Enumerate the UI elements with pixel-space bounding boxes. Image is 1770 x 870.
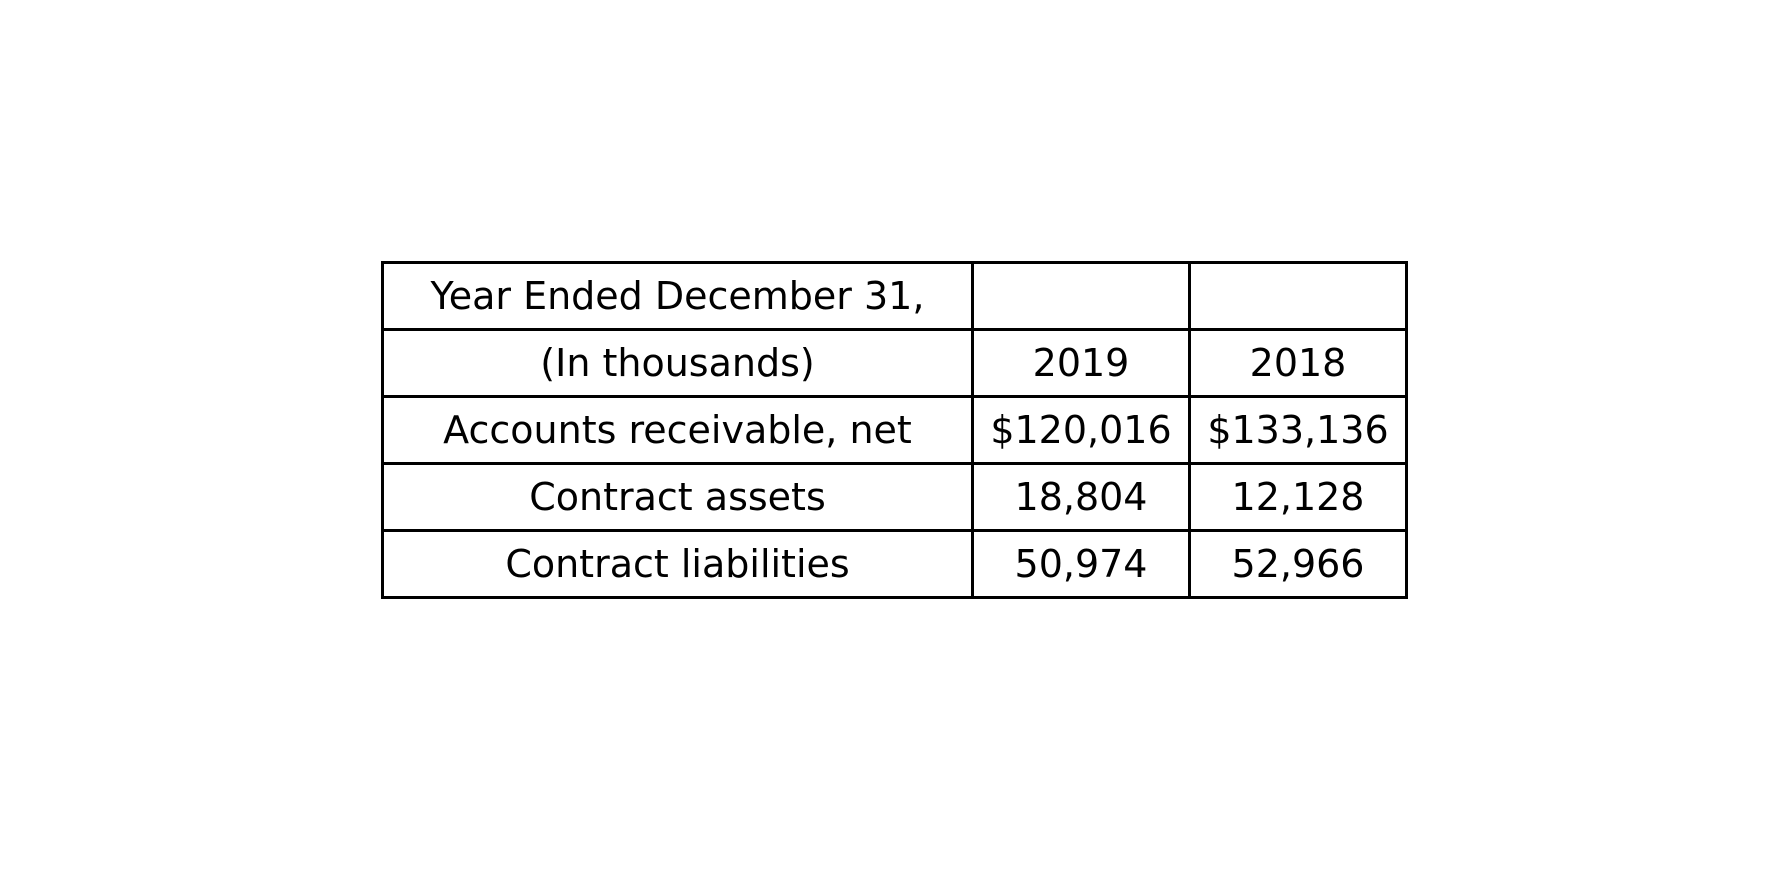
- value-cell: 50,974: [971, 529, 1191, 599]
- table-row: Accounts receivable, net $120,016 $133,1…: [381, 395, 1408, 465]
- value-cell: 52,966: [1188, 529, 1408, 599]
- row-label-cell: Accounts receivable, net: [381, 395, 974, 465]
- row-label-cell: Contract assets: [381, 462, 974, 532]
- table-row: Contract liabilities 50,974 52,966: [381, 529, 1408, 599]
- value-cell: $133,136: [1188, 395, 1408, 465]
- value-cell: 12,128: [1188, 462, 1408, 532]
- year-header-cell: 2018: [1188, 328, 1408, 398]
- period-header-cell: Year Ended December 31,: [381, 261, 974, 331]
- value-cell: 18,804: [971, 462, 1191, 532]
- units-header-cell: (In thousands): [381, 328, 974, 398]
- year-header-cell: 2019: [971, 328, 1191, 398]
- row-label-cell: Contract liabilities: [381, 529, 974, 599]
- value-cell: $120,016: [971, 395, 1191, 465]
- table-header-row: (In thousands) 2019 2018: [381, 328, 1408, 398]
- table-row: Contract assets 18,804 12,128: [381, 462, 1408, 532]
- empty-header-cell: [971, 261, 1191, 331]
- empty-header-cell: [1188, 261, 1408, 331]
- financial-table-container: Year Ended December 31, (In thousands) 2…: [381, 261, 1408, 599]
- table-header-row: Year Ended December 31,: [381, 261, 1408, 331]
- contract-balances-table: Year Ended December 31, (In thousands) 2…: [381, 261, 1408, 599]
